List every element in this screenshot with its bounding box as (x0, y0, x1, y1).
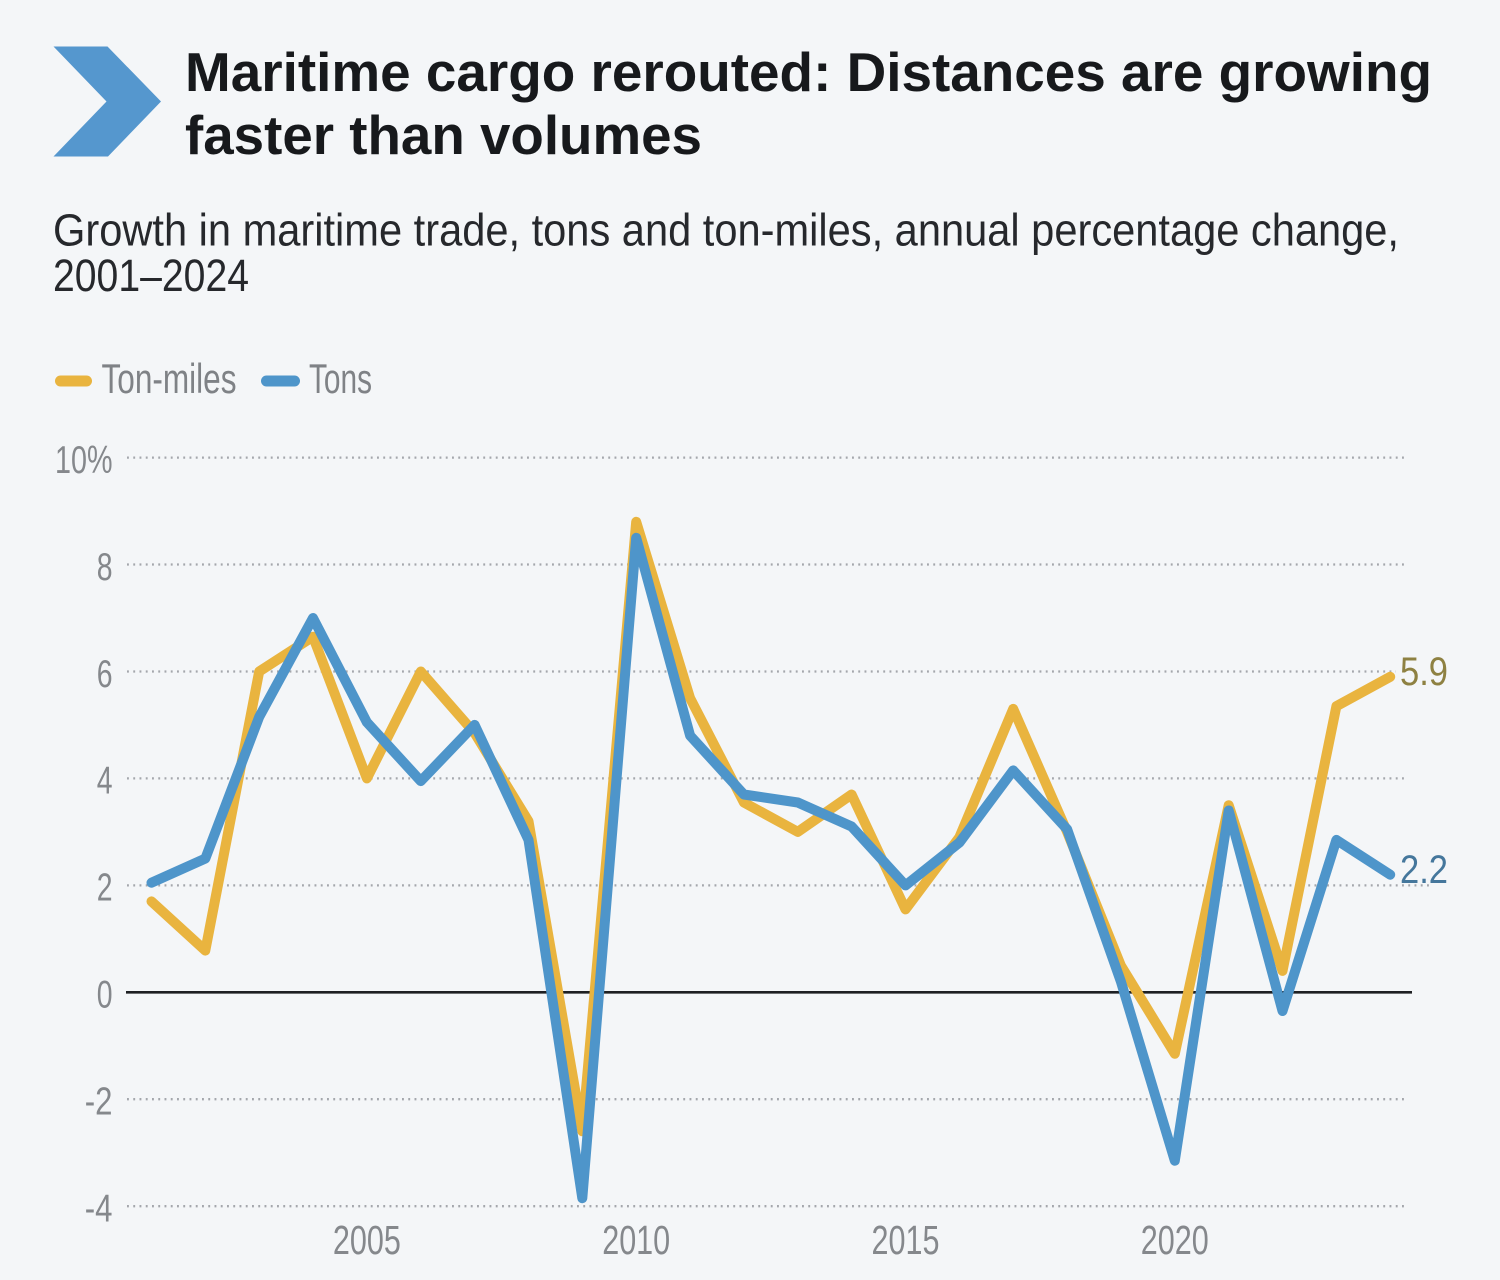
svg-text:8: 8 (97, 546, 113, 589)
svg-text:5.9: 5.9 (1400, 650, 1448, 694)
svg-text:-4: -4 (85, 1188, 113, 1231)
svg-text:Ton-miles: Ton-miles (102, 355, 237, 402)
svg-text:2005: 2005 (333, 1217, 401, 1263)
svg-text:Maritime cargo rerouted: Dista: Maritime cargo rerouted: Distances are g… (185, 41, 1432, 103)
svg-text:2020: 2020 (1141, 1217, 1209, 1263)
svg-text:0: 0 (97, 974, 113, 1017)
svg-text:4: 4 (97, 760, 113, 803)
svg-text:2015: 2015 (872, 1217, 940, 1263)
svg-text:6: 6 (97, 653, 113, 696)
svg-text:2010: 2010 (602, 1217, 670, 1263)
svg-text:Tons: Tons (309, 355, 372, 402)
svg-text:10%: 10% (55, 439, 113, 482)
svg-text:2: 2 (97, 867, 113, 910)
svg-text:Growth in maritime trade, tons: Growth in maritime trade, tons and ton-m… (53, 205, 1399, 256)
svg-text:2.2: 2.2 (1400, 848, 1448, 892)
svg-text:faster than volumes: faster than volumes (185, 104, 702, 166)
svg-text:2001–2024: 2001–2024 (53, 250, 249, 301)
svg-text:-2: -2 (85, 1081, 113, 1124)
